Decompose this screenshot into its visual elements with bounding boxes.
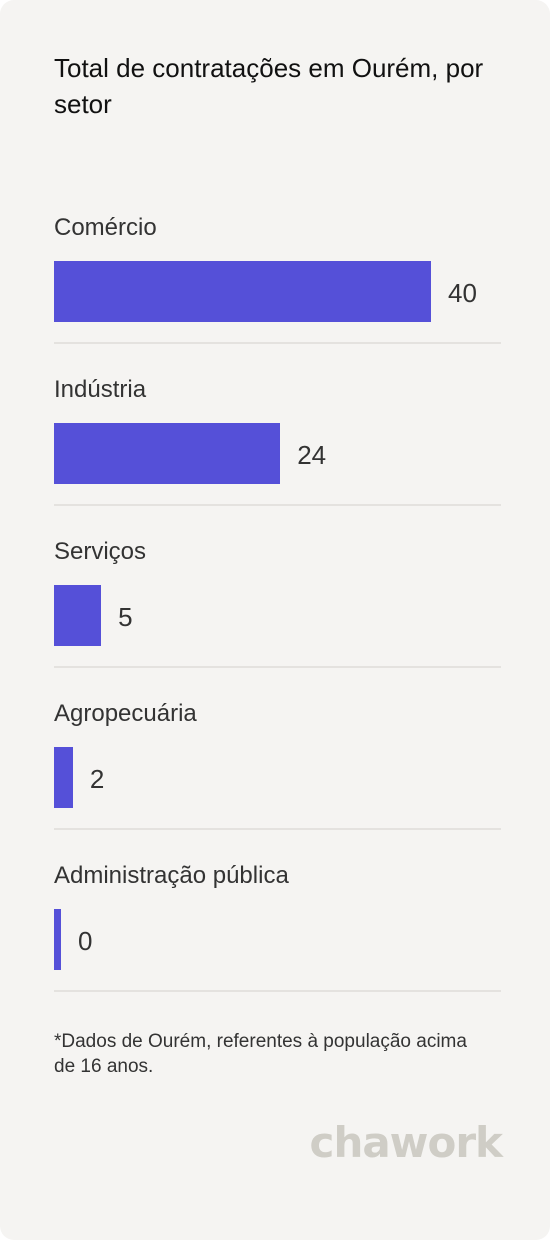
bar	[54, 423, 281, 484]
row-divider	[54, 828, 501, 830]
bar	[54, 747, 73, 808]
bar-row: Serviços 5	[54, 537, 501, 699]
bar-row: Administração pública 0	[54, 861, 501, 1023]
brand-logo: chawork	[309, 1118, 503, 1167]
category-label: Indústria	[54, 376, 147, 403]
chart-title: Total de contratações em Ourém, por seto…	[54, 53, 484, 119]
bar-value-label: 24	[297, 440, 327, 470]
row-divider	[54, 990, 501, 992]
category-label: Agropecuária	[54, 700, 197, 727]
bar-value-label: 0	[78, 926, 93, 956]
bar-value-label: 5	[118, 602, 133, 632]
bar	[54, 909, 61, 970]
row-divider	[54, 342, 501, 344]
bar-row: Agropecuária 2	[54, 699, 501, 861]
row-divider	[54, 666, 501, 668]
category-label: Administração pública	[54, 862, 289, 889]
row-divider	[54, 504, 501, 506]
category-label: Serviços	[54, 538, 147, 565]
bar-row: Indústria 24	[54, 375, 501, 537]
footnote: *Dados de Ourém, referentes à população …	[54, 1031, 467, 1077]
bar	[54, 585, 102, 646]
bar-row: Comércio 40	[54, 213, 501, 375]
bar-value-label: 40	[448, 278, 477, 308]
bar-value-label: 2	[89, 764, 105, 794]
category-label: Comércio	[54, 214, 157, 241]
bar	[54, 261, 431, 322]
